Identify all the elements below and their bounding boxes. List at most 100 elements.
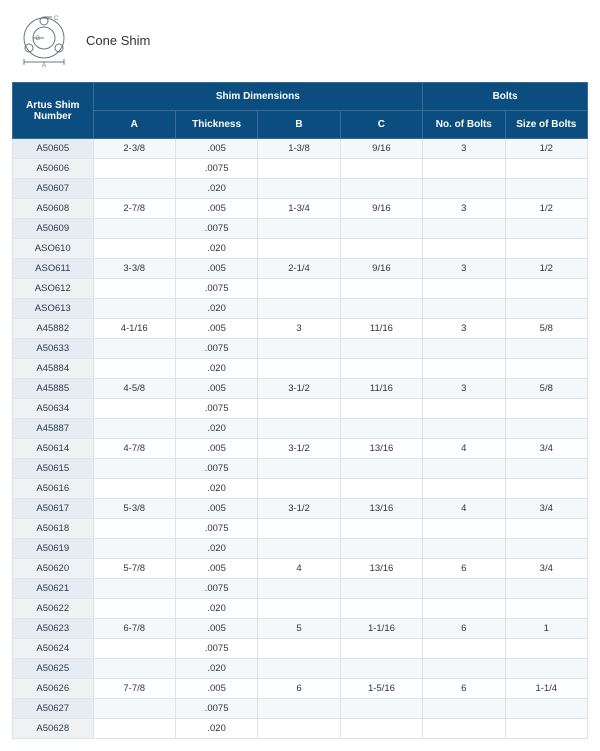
th-shim-dims: Shim Dimensions: [93, 83, 423, 111]
cell-no-bolts: 4: [423, 499, 505, 519]
table-row: ASO613.020: [13, 299, 588, 319]
cell-c: [340, 659, 422, 679]
cell-b: 3-1/2: [258, 499, 340, 519]
cell-thickness: .020: [175, 599, 257, 619]
cell-thickness: .020: [175, 539, 257, 559]
cell-size-bolts: 1/2: [505, 199, 587, 219]
cell-b: [258, 179, 340, 199]
cell-a: [93, 539, 175, 559]
cell-thickness: .005: [175, 679, 257, 699]
cell-a: 5-3/8: [93, 499, 175, 519]
cell-b: [258, 239, 340, 259]
cell-a: [93, 179, 175, 199]
table-row: A45887.020: [13, 419, 588, 439]
cell-a: 6-7/8: [93, 619, 175, 639]
table-row: A50627.0075: [13, 699, 588, 719]
cell-thickness: .005: [175, 499, 257, 519]
cell-thickness: .005: [175, 379, 257, 399]
table-row: A50619.020: [13, 539, 588, 559]
table-row: ASO610.020: [13, 239, 588, 259]
cell-thickness: .005: [175, 259, 257, 279]
cell-b: 6: [258, 679, 340, 699]
cell-no-bolts: [423, 299, 505, 319]
cell-a: [93, 359, 175, 379]
cell-shim-number: A50607: [13, 179, 94, 199]
table-row: A506236-7/8.00551-1/1661: [13, 619, 588, 639]
th-shim-number: Artus Shim Number: [13, 83, 94, 139]
cell-b: 3: [258, 319, 340, 339]
cell-no-bolts: 3: [423, 319, 505, 339]
cell-shim-number: A50614: [13, 439, 94, 459]
cell-a: [93, 479, 175, 499]
cell-c: [340, 159, 422, 179]
cell-no-bolts: 6: [423, 679, 505, 699]
table-row: A50618 .0075: [13, 519, 588, 539]
cell-thickness: .020: [175, 419, 257, 439]
cell-no-bolts: 4: [423, 439, 505, 459]
cell-a: [93, 279, 175, 299]
cell-shim-number: A50615: [13, 459, 94, 479]
table-row: ASO6113-3/8.0052-1/49/1631/2: [13, 259, 588, 279]
cone-shim-icon: A B C: [12, 12, 76, 68]
cell-shim-number: A50616: [13, 479, 94, 499]
cell-thickness: .020: [175, 239, 257, 259]
cell-b: [258, 459, 340, 479]
cell-thickness: .005: [175, 619, 257, 639]
cell-shim-number: A50618: [13, 519, 94, 539]
cell-no-bolts: [423, 279, 505, 299]
cell-b: [258, 419, 340, 439]
cell-size-bolts: [505, 299, 587, 319]
cell-a: [93, 699, 175, 719]
cell-no-bolts: [423, 579, 505, 599]
cell-c: 1-5/16: [340, 679, 422, 699]
cell-no-bolts: [423, 399, 505, 419]
cell-thickness: .0075: [175, 519, 257, 539]
table-row: A506175-3/8.0053-1/213/1643/4: [13, 499, 588, 519]
cell-no-bolts: [423, 519, 505, 539]
cell-c: 13/16: [340, 439, 422, 459]
cell-shim-number: A50625: [13, 659, 94, 679]
cell-no-bolts: [423, 359, 505, 379]
cell-b: [258, 339, 340, 359]
cell-size-bolts: [505, 419, 587, 439]
cell-thickness: .0075: [175, 399, 257, 419]
cell-shim-number: A50622: [13, 599, 94, 619]
cell-size-bolts: 5/8: [505, 379, 587, 399]
cell-c: [340, 239, 422, 259]
table-row: A506144-7/8.0053-1/213/1643/4: [13, 439, 588, 459]
cell-shim-number: A50634: [13, 399, 94, 419]
cell-a: 4-5/8: [93, 379, 175, 399]
table-row: A506052-3/8.0051-3/89/1631/2: [13, 139, 588, 159]
cell-size-bolts: [505, 359, 587, 379]
cell-shim-number: ASO611: [13, 259, 94, 279]
cell-size-bolts: 3/4: [505, 499, 587, 519]
cell-shim-number: A50606: [13, 159, 94, 179]
cell-no-bolts: [423, 419, 505, 439]
cone-shim-diagram-block: A B C Cone Shim: [12, 12, 588, 68]
cell-size-bolts: [505, 219, 587, 239]
cell-shim-number: A45885: [13, 379, 94, 399]
cell-size-bolts: 5/8: [505, 319, 587, 339]
cell-shim-number: A50608: [13, 199, 94, 219]
cell-no-bolts: [423, 459, 505, 479]
cell-b: 3-1/2: [258, 439, 340, 459]
th-no-bolts: No. of Bolts: [423, 111, 505, 139]
cell-shim-number: A45882: [13, 319, 94, 339]
cell-b: [258, 579, 340, 599]
diagram-letter-c: C: [54, 16, 59, 22]
cell-a: [93, 239, 175, 259]
cell-thickness: .0075: [175, 459, 257, 479]
cell-c: 9/16: [340, 259, 422, 279]
table-header: Artus Shim Number Shim Dimensions Bolts …: [13, 83, 588, 139]
cell-size-bolts: 1/2: [505, 259, 587, 279]
cell-c: [340, 339, 422, 359]
cell-c: [340, 419, 422, 439]
cell-size-bolts: [505, 599, 587, 619]
cell-no-bolts: 3: [423, 139, 505, 159]
cell-a: [93, 599, 175, 619]
cell-no-bolts: 3: [423, 199, 505, 219]
cell-a: [93, 459, 175, 479]
cell-c: 9/16: [340, 139, 422, 159]
cell-a: [93, 639, 175, 659]
cell-no-bolts: [423, 339, 505, 359]
